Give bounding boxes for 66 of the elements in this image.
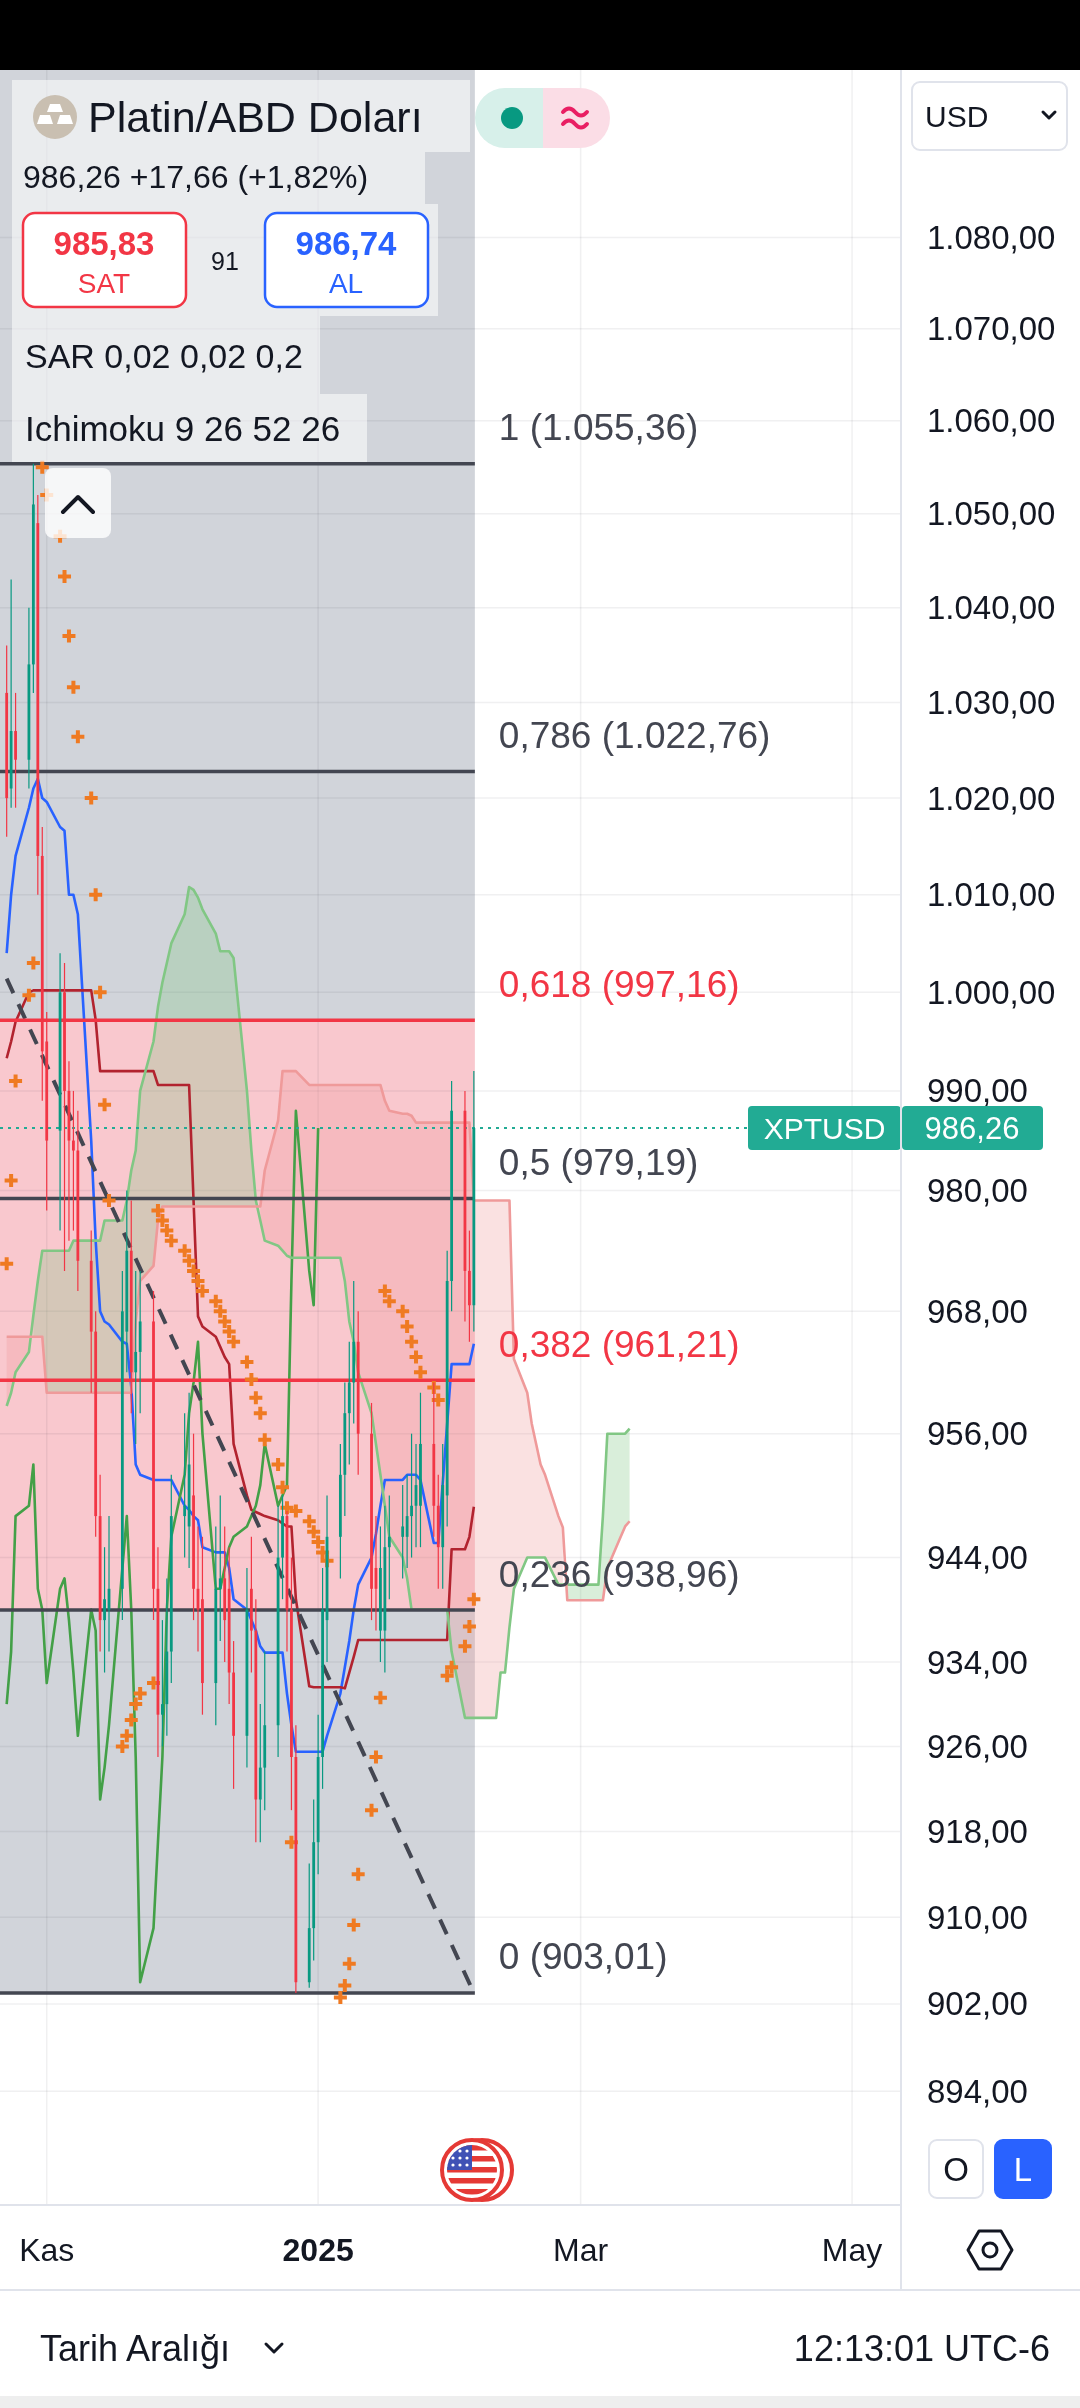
candlestick — [192, 1433, 195, 1621]
ref-line-label: 1 (1.055,36) — [498, 407, 699, 449]
annotation: SAR 0,02 0,02 0,2 — [25, 337, 303, 375]
candlestick — [201, 1536, 204, 1716]
y-tick-label: 1.070,00 — [927, 310, 1056, 348]
annotation: AL — [328, 267, 364, 299]
x-tick-label: 2025 — [282, 2232, 354, 2268]
y-tick-label: 990,00 — [927, 1072, 1028, 1110]
text: O — [943, 2150, 969, 2188]
candlestick — [183, 1412, 187, 1559]
ref-line-label: XPTUSD — [763, 1111, 886, 1145]
candlestick — [405, 1474, 409, 1569]
text: Platin/ABD Doları — [88, 93, 423, 141]
y-tick-label: 956,00 — [927, 1415, 1028, 1453]
text: USD — [925, 99, 989, 133]
candlestick — [419, 1392, 422, 1548]
ref-line-label: 0,618 (997,16) — [498, 963, 740, 1005]
candlestick — [290, 1556, 293, 1811]
candlestick — [134, 1270, 138, 1445]
candlestick — [103, 1546, 106, 1674]
candlestick — [379, 1525, 382, 1663]
candlestick — [14, 692, 17, 809]
y-tick-label: 968,00 — [927, 1292, 1028, 1330]
y-tick-label: 1.020,00 — [927, 779, 1056, 817]
annotation: 986,74 — [295, 224, 398, 262]
annotation: Ichimoku 9 26 52 26 — [25, 408, 341, 448]
y-tick-label: 910,00 — [927, 1898, 1028, 1936]
y-tick-label: 1.030,00 — [927, 683, 1056, 721]
y-tick-label: 934,00 — [927, 1643, 1028, 1681]
y-tick-label: 1.040,00 — [927, 589, 1056, 627]
annotation: 985,83 — [53, 224, 155, 262]
x-tick-label: Kas — [19, 2232, 75, 2268]
text: Tarih Aralığı — [40, 2327, 231, 2369]
ref-line-label: 0,382 (961,21) — [498, 1323, 740, 1365]
text: 986,26 — [924, 1110, 1020, 1146]
candlestick — [410, 1433, 413, 1559]
y-tick-label: 980,00 — [927, 1171, 1028, 1209]
candlestick — [370, 1402, 373, 1621]
y-tick-label: 1.050,00 — [927, 495, 1056, 533]
y-tick-label: 894,00 — [927, 2072, 1028, 2110]
y-tick-label: 1.000,00 — [927, 973, 1056, 1011]
candlestick — [401, 1484, 405, 1579]
text: 12:13:01 UTC-6 — [793, 2327, 1050, 2369]
ref-line-label: 0,5 (979,19) — [498, 1142, 699, 1184]
y-tick-label: 944,00 — [927, 1539, 1028, 1577]
candlestick — [161, 1619, 164, 1747]
y-tick-label: 902,00 — [927, 1985, 1028, 2023]
x-tick-label: Mar — [553, 2232, 609, 2268]
candlestick — [72, 1090, 75, 1232]
x-tick-label: May — [821, 2232, 883, 2268]
candlestick — [321, 1567, 324, 1790]
annotation: 91 — [211, 247, 239, 275]
y-tick-label: 918,00 — [927, 1813, 1028, 1850]
candlestick — [281, 1494, 284, 1600]
y-tick-label: 1.010,00 — [927, 876, 1056, 914]
text: L — [1013, 2150, 1033, 2188]
line-series — [5, 1109, 320, 1984]
text: 986,26 +17,66 (+1,82%) — [23, 159, 369, 195]
y-tick-label: 1.080,00 — [927, 218, 1056, 256]
y-tick-label: 1.060,00 — [927, 402, 1056, 440]
annotation: SAT — [77, 267, 131, 299]
ref-line-label: 0 (903,01) — [498, 1936, 668, 1978]
ref-line-label: 0,786 (1.022,76) — [498, 715, 771, 757]
candlestick — [387, 1494, 391, 1600]
candlestick — [218, 1494, 222, 1642]
y-tick-label: 926,00 — [927, 1727, 1028, 1765]
